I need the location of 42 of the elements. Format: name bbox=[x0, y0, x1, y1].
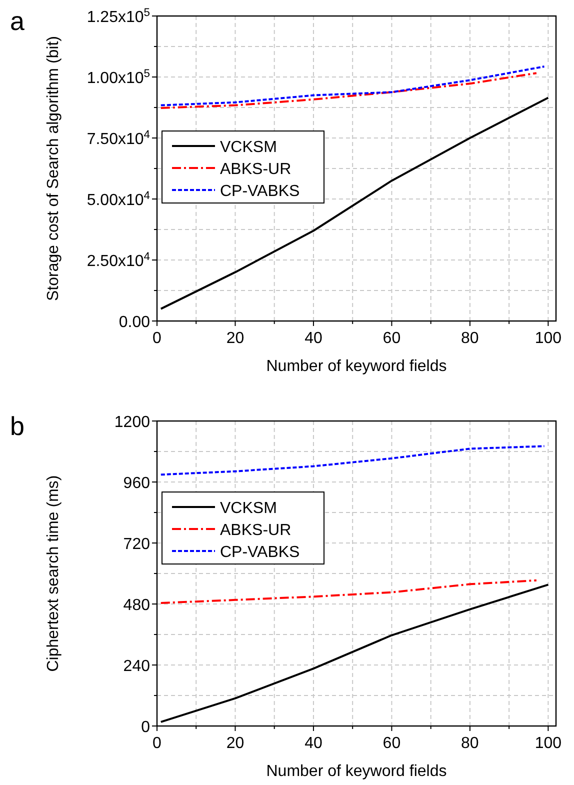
x-tick-label: 60 bbox=[382, 735, 401, 752]
x-tick-label: 100 bbox=[534, 735, 562, 752]
y-tick-label: 2.50x10$^{4}$ bbox=[86, 251, 150, 270]
legend-label: ABKS-UR bbox=[220, 522, 292, 539]
y-tick-label: 720 bbox=[123, 536, 150, 553]
x-tick-label: 100 bbox=[534, 330, 562, 347]
x-axis-title: Number of keyword fields bbox=[266, 358, 447, 375]
line-series bbox=[160, 72, 538, 109]
x-tick-label: 20 bbox=[226, 330, 244, 347]
legend-label: VCKSM bbox=[220, 139, 277, 156]
x-axis-title: Number of keyword fields bbox=[266, 763, 447, 780]
legend-label: ABKS-UR bbox=[220, 161, 292, 178]
y-tick-label: 960 bbox=[123, 475, 150, 492]
line-series bbox=[160, 445, 546, 476]
line-series bbox=[160, 66, 546, 106]
line-series bbox=[160, 96, 550, 310]
legend-label: CP-VABKS bbox=[220, 544, 300, 561]
x-tick-label: 20 bbox=[226, 735, 244, 752]
x-tick-label: 40 bbox=[304, 735, 322, 752]
x-tick-label: 0 bbox=[152, 735, 162, 752]
y-tick-label: 1.00x10$^{5}$ bbox=[86, 68, 150, 87]
legend-label: VCKSM bbox=[220, 500, 277, 517]
y-axis-title: Ciphertext search time (ms) bbox=[45, 475, 62, 672]
x-tick-label: 60 bbox=[382, 330, 401, 347]
y-tick-label: 5.00x10$^{4}$ bbox=[86, 190, 150, 209]
y-tick-label: 240 bbox=[123, 658, 150, 675]
chart-title: b bbox=[10, 411, 24, 441]
x-tick-label: 80 bbox=[461, 330, 479, 347]
y-tick-label: 1200 bbox=[114, 414, 150, 431]
chart-title: a bbox=[10, 6, 25, 36]
x-tick-label: 80 bbox=[461, 735, 479, 752]
y-tick-label: 480 bbox=[123, 597, 150, 614]
y-tick-label: 0.00 bbox=[118, 314, 150, 331]
y-axis-title: Storage cost of Search algorithm (bit) bbox=[45, 36, 62, 302]
line-series bbox=[160, 579, 538, 604]
x-tick-label: 40 bbox=[304, 330, 322, 347]
x-tick-label: 0 bbox=[152, 330, 162, 347]
legend-label: CP-VABKS bbox=[220, 183, 300, 200]
y-tick-label: 1.25x10$^{5}$ bbox=[86, 7, 150, 26]
y-tick-label: 0 bbox=[141, 719, 150, 736]
y-tick-label: 7.50x10$^{4}$ bbox=[86, 129, 150, 148]
line-series bbox=[160, 584, 550, 723]
